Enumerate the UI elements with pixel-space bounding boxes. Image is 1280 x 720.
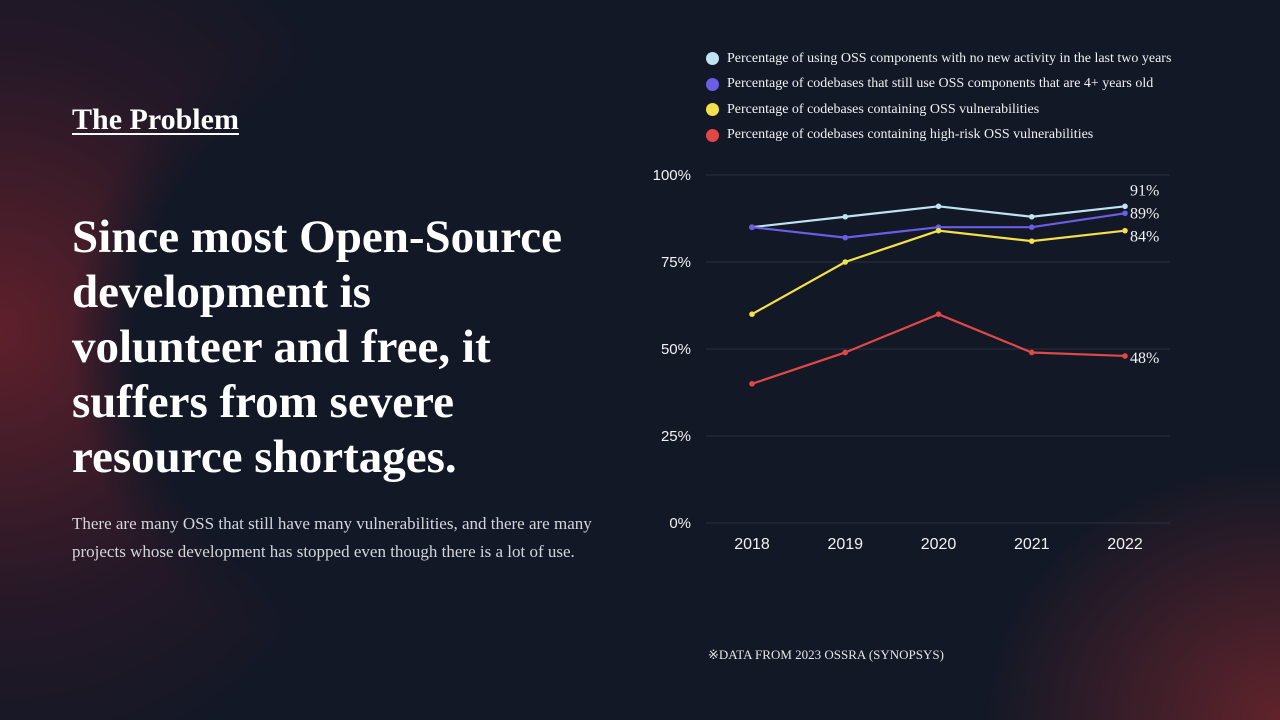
- source-note: ※DATA FROM 2023 OSSRA (SYNOPSYS): [708, 647, 944, 662]
- legend-label: Percentage of codebases that still use O…: [727, 76, 1154, 92]
- x-tick-label: 2020: [921, 536, 957, 553]
- data-point: [1122, 210, 1128, 217]
- y-tick-label: 75%: [661, 254, 691, 271]
- legend-item: Percentage of codebases containing high-…: [706, 123, 1246, 149]
- legend-dot: [706, 77, 719, 91]
- data-point: [1028, 349, 1035, 356]
- legend-item: Percentage of codebases containing OSS v…: [706, 97, 1246, 123]
- data-point: [1122, 353, 1128, 359]
- series-line: [751, 205, 1126, 229]
- data-point: [935, 203, 942, 210]
- end-data-label: 84%: [1130, 229, 1159, 246]
- end-data-label: 91%: [1130, 182, 1159, 199]
- legend-label: Percentage of codebases containing OSS v…: [727, 101, 1040, 117]
- data-point: [1122, 227, 1128, 234]
- legend-label: Percentage of using OSS components with …: [727, 50, 1172, 66]
- y-tick-label: 100%: [653, 167, 691, 184]
- x-tick-label: 2018: [734, 536, 770, 553]
- legend-dot: [706, 52, 719, 66]
- series-line: [751, 229, 1126, 316]
- data-point: [842, 259, 849, 265]
- chart-legend: Percentage of using OSS components with …: [706, 46, 1246, 148]
- end-data-label: 48%: [1130, 350, 1159, 367]
- legend-item: Percentage of using OSS components with …: [706, 46, 1246, 72]
- legend-dot: [706, 103, 719, 117]
- data-point: [935, 227, 942, 234]
- data-point: [1028, 213, 1035, 220]
- x-tick-label: 2019: [827, 536, 863, 553]
- data-point: [749, 224, 755, 230]
- y-tick-label: 50%: [661, 341, 691, 358]
- data-point: [749, 381, 755, 387]
- data-point: [1028, 224, 1035, 230]
- data-point: [842, 349, 849, 356]
- legend-dot: [706, 128, 719, 142]
- legend-item: Percentage of codebases that still use O…: [706, 72, 1246, 98]
- legend-label: Percentage of codebases containing high-…: [727, 127, 1094, 143]
- y-tick-label: 0%: [669, 515, 691, 532]
- data-point: [1122, 203, 1128, 210]
- data-point: [842, 213, 849, 220]
- data-point: [749, 311, 755, 318]
- section-title: The Problem: [72, 103, 239, 136]
- x-tick-label: 2021: [1014, 536, 1050, 553]
- headline: Since most Open-Source development is vo…: [72, 211, 563, 483]
- end-data-label: 89%: [1130, 205, 1159, 222]
- body-text: There are many OSS that still have many …: [72, 514, 592, 561]
- data-point: [1028, 238, 1035, 244]
- x-tick-label: 2022: [1107, 536, 1143, 553]
- data-point: [935, 311, 942, 318]
- y-tick-label: 25%: [661, 428, 691, 445]
- data-point: [842, 234, 849, 241]
